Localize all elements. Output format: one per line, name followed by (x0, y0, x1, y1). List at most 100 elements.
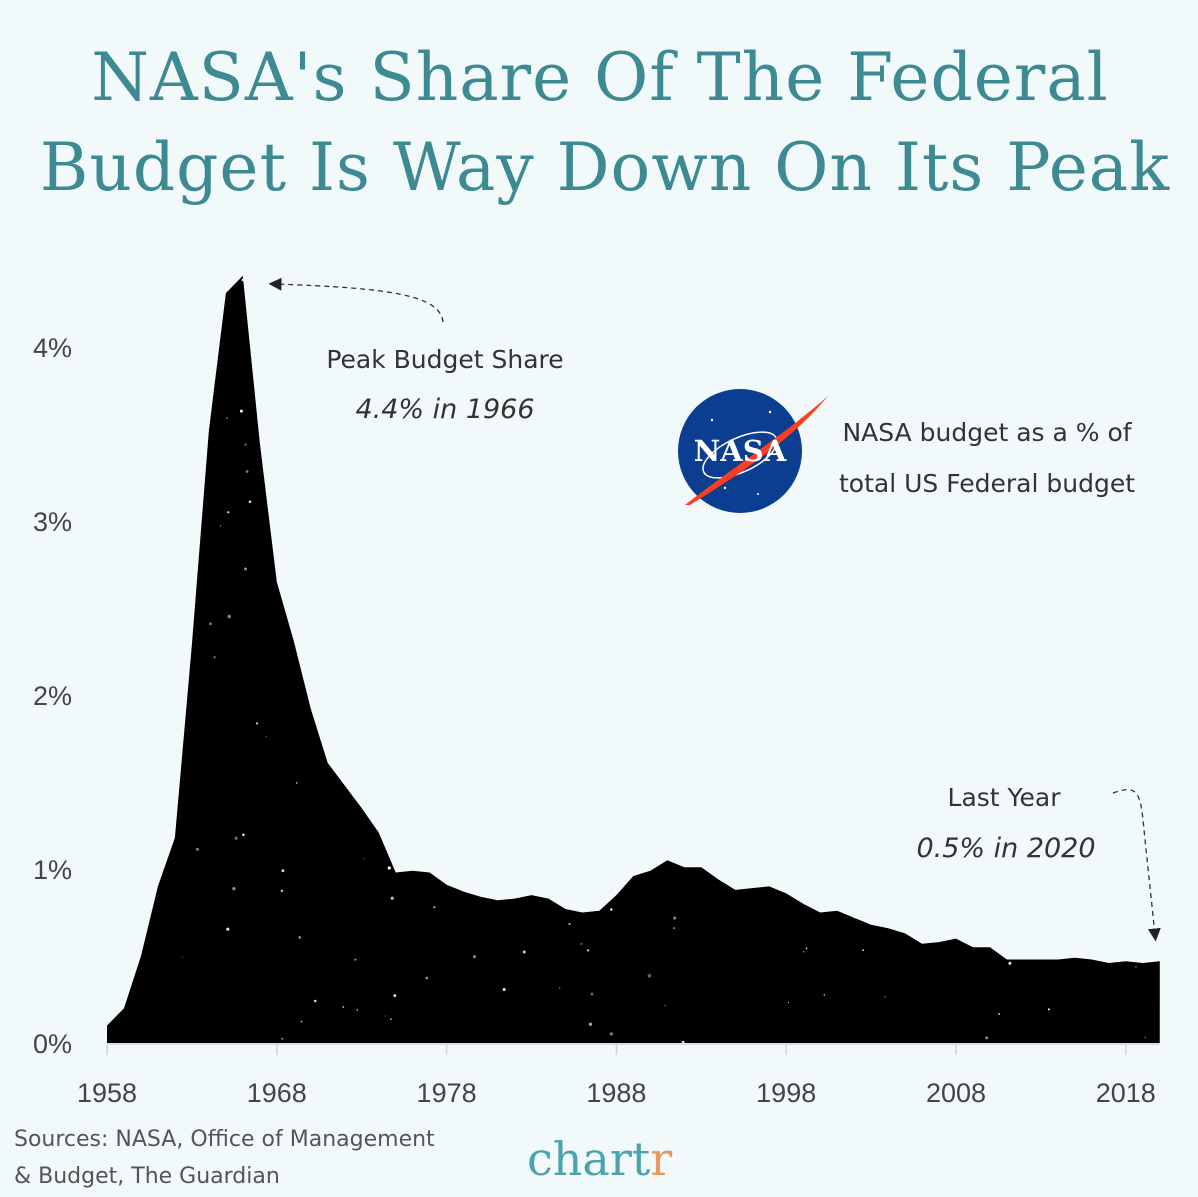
star (933, 809, 936, 812)
star (920, 786, 923, 789)
star (350, 461, 352, 464)
star (110, 533, 114, 537)
star (356, 1009, 359, 1011)
star (1032, 911, 1035, 914)
star (144, 882, 148, 886)
star (232, 887, 236, 891)
star (341, 709, 344, 713)
star (1116, 859, 1118, 861)
star (1142, 407, 1144, 410)
star (569, 563, 572, 566)
star (154, 556, 157, 559)
star (219, 525, 222, 527)
star (958, 590, 960, 593)
star (1083, 751, 1087, 755)
star (356, 692, 359, 696)
star (258, 399, 260, 402)
y-tick-label: 2% (33, 681, 72, 711)
star (817, 391, 821, 395)
star (104, 719, 107, 722)
star (825, 831, 830, 836)
star (580, 942, 583, 945)
star (635, 614, 640, 618)
star (1138, 333, 1143, 337)
star (242, 833, 245, 836)
star (1120, 522, 1124, 525)
star (186, 381, 189, 383)
star (415, 1048, 416, 1049)
star (691, 670, 695, 674)
star (595, 464, 599, 468)
star (883, 394, 885, 396)
star (227, 614, 231, 619)
star (1126, 670, 1128, 672)
y-tick-label: 0% (33, 1029, 72, 1059)
star (389, 1018, 392, 1021)
star (370, 639, 372, 641)
star (802, 328, 805, 331)
star (588, 1022, 593, 1026)
star (617, 350, 620, 353)
star (586, 699, 590, 704)
star (227, 511, 230, 514)
star (313, 680, 316, 683)
star (803, 388, 807, 392)
last-year-label: Last Year (948, 783, 1062, 812)
star (546, 277, 550, 281)
star (524, 490, 526, 492)
star (998, 1012, 1001, 1016)
star (673, 927, 676, 929)
star (433, 906, 436, 909)
star (1134, 750, 1137, 753)
star (174, 395, 177, 397)
star (1128, 350, 1131, 353)
star (1149, 629, 1151, 631)
star (1131, 891, 1136, 895)
star (159, 469, 162, 472)
star (363, 857, 365, 860)
star (1116, 270, 1118, 272)
star (514, 463, 517, 466)
star (397, 304, 401, 308)
star (1144, 1036, 1147, 1039)
star (468, 761, 470, 763)
peak-value: 4.4% in 1966 (355, 394, 534, 425)
star (664, 598, 666, 600)
star (475, 542, 477, 544)
star (573, 698, 575, 700)
star (1008, 961, 1012, 965)
star (802, 950, 805, 953)
star (1050, 631, 1053, 634)
star (970, 747, 973, 751)
star (799, 275, 801, 277)
star (558, 987, 561, 989)
star (853, 687, 855, 689)
star (726, 613, 728, 615)
chartr-logo-main: chart (527, 1132, 651, 1186)
star (762, 380, 764, 382)
star (1027, 592, 1030, 595)
star (796, 573, 800, 577)
star (1021, 713, 1024, 716)
star (113, 460, 116, 463)
star (1139, 492, 1142, 494)
star (484, 464, 487, 467)
star (1147, 273, 1148, 274)
star (601, 612, 604, 615)
star (1146, 554, 1149, 558)
star (573, 664, 575, 666)
star (381, 453, 384, 457)
star (265, 735, 267, 738)
star (714, 854, 718, 859)
star (505, 339, 508, 342)
star (880, 353, 884, 357)
x-tick-label: 2018 (1096, 1078, 1156, 1108)
star (286, 307, 291, 311)
star (338, 542, 340, 544)
star (125, 537, 128, 540)
star (852, 915, 857, 919)
star (473, 955, 476, 959)
star (313, 999, 317, 1003)
star (239, 409, 243, 413)
